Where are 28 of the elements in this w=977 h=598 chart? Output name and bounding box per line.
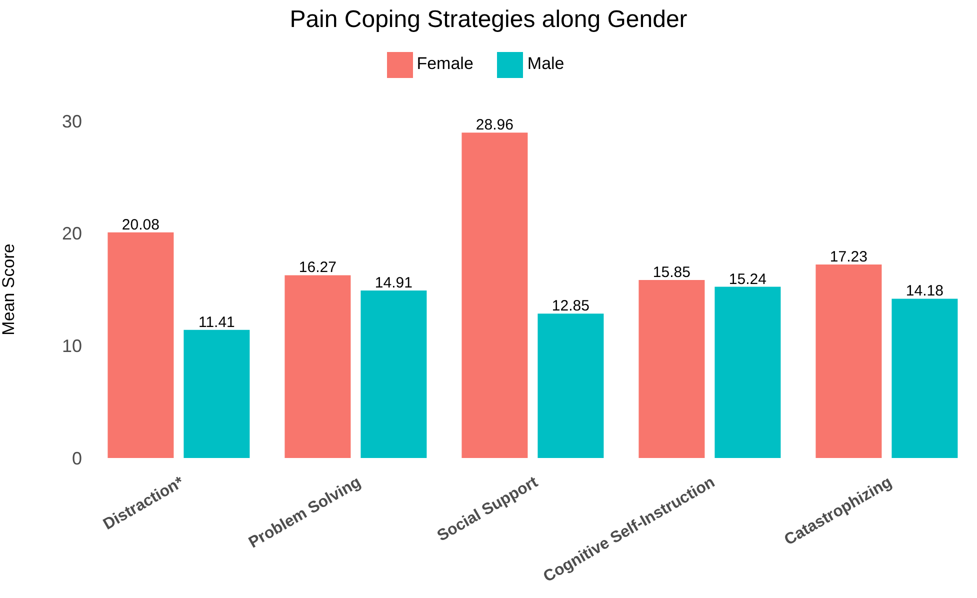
bar xyxy=(284,275,351,458)
y-tick-label: 0 xyxy=(72,448,82,468)
chart-title: Pain Coping Strategies along Gender xyxy=(288,6,688,34)
bar xyxy=(714,286,781,458)
bar xyxy=(108,232,174,458)
data-label: 15.85 xyxy=(652,264,690,281)
bar xyxy=(360,290,427,458)
y-tick-label: 30 xyxy=(62,111,82,132)
data-label: 11.41 xyxy=(198,314,235,331)
y-axis-title: Mean Score xyxy=(0,244,18,336)
data-label: 17.23 xyxy=(830,248,868,266)
legend-label: Female xyxy=(416,54,474,74)
bar xyxy=(462,132,528,458)
data-label: 15.24 xyxy=(728,270,766,288)
bar xyxy=(538,314,604,458)
y-tick-label: 10 xyxy=(62,336,82,356)
data-label: 20.08 xyxy=(122,216,160,234)
data-label: 16.27 xyxy=(298,259,336,276)
data-label: 14.91 xyxy=(374,274,412,292)
bar xyxy=(816,264,882,458)
bar xyxy=(892,298,958,458)
data-label: 28.96 xyxy=(476,116,514,134)
y-tick-label: 20 xyxy=(62,224,82,244)
data-label: 14.18 xyxy=(906,282,944,300)
bar xyxy=(638,280,705,458)
data-label: 12.85 xyxy=(552,298,590,315)
bar xyxy=(184,330,250,458)
legend-label: Male xyxy=(527,54,564,74)
